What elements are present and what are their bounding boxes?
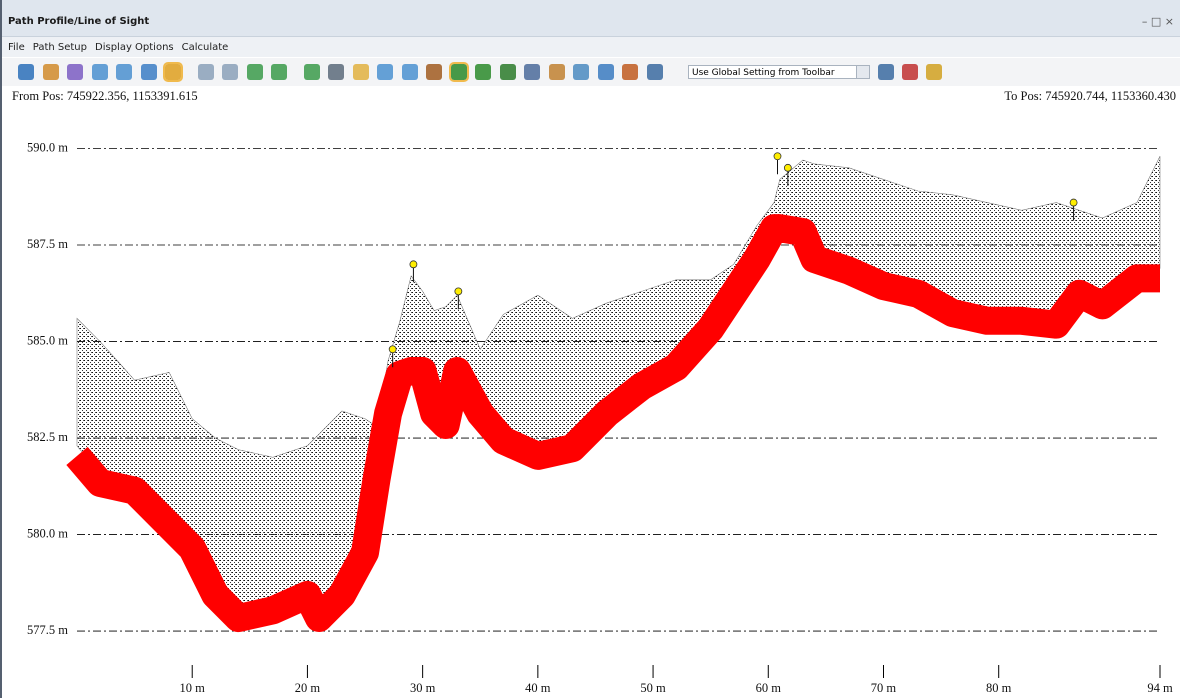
toolbar-icon[interactable] (426, 64, 442, 80)
toolbar-icon[interactable] (878, 64, 894, 80)
y-tick-label: 582.5 m (27, 430, 68, 444)
menu-item[interactable]: Path Setup (32, 42, 87, 53)
x-tick-label: 20 m (295, 681, 321, 695)
toolbar-icon[interactable] (42, 64, 59, 80)
dropdown[interactable]: Use Global Setting from Toolbar (688, 65, 870, 79)
x-tick-label: 94 m (1147, 681, 1173, 695)
marker-point (783, 163, 792, 172)
canopy-area (76, 156, 1161, 609)
window-title: Path Profile/Line of Sight (8, 16, 150, 27)
toolbar-icon[interactable] (18, 64, 34, 80)
x-tick-label: 60 m (756, 681, 782, 695)
x-tick-label: 50 m (640, 681, 666, 695)
toolbar-icon[interactable] (448, 62, 469, 82)
toolbar-icon[interactable] (328, 64, 344, 80)
toolbar-icon[interactable] (163, 62, 183, 82)
toolbar-icon[interactable] (622, 64, 638, 80)
toolbar-icon[interactable] (271, 64, 287, 80)
x-tick-label: 30 m (410, 681, 436, 695)
menu-item[interactable]: Display Options (95, 42, 174, 53)
window-border (0, 0, 2, 698)
toolbar-icon[interactable] (573, 64, 589, 80)
toolbar-icon[interactable] (246, 64, 263, 80)
toolbar-icon[interactable] (499, 64, 516, 80)
toolbar: Use Global Setting from Toolbar (0, 58, 1180, 86)
menu-bar: File Path Setup Display Options Calculate (0, 37, 1180, 57)
from-position: From Pos: 745922.356, 1153391.615 (12, 89, 198, 103)
x-tick-label: 10 m (180, 681, 206, 695)
marker-point (1069, 198, 1078, 207)
x-tick-label: 40 m (525, 681, 551, 695)
toolbar-icon[interactable] (524, 64, 540, 80)
marker-point (409, 260, 418, 269)
to-position: To Pos: 745920.744, 1153360.430 (1004, 89, 1176, 103)
y-tick-label: 587.5 m (27, 237, 68, 251)
dropdown-arrow[interactable] (856, 66, 869, 78)
toolbar-icon[interactable] (116, 64, 132, 80)
toolbar-icon[interactable] (140, 64, 157, 80)
dropdown-text: Use Global Setting from Toolbar (692, 68, 835, 78)
toolbar-icon[interactable] (303, 64, 320, 80)
ground-profile (66, 214, 1160, 633)
marker-point (454, 287, 463, 296)
title-bar: Path Profile/Line of Sight – □ × (0, 0, 1180, 37)
menu-item[interactable]: Calculate (181, 42, 229, 53)
y-tick-label: 580.0 m (27, 526, 68, 540)
toolbar-icon[interactable] (902, 64, 918, 80)
menu-item[interactable]: File (8, 42, 25, 53)
toolbar-icon[interactable] (91, 64, 108, 80)
toolbar-icon[interactable] (926, 64, 942, 80)
toolbar-icon[interactable] (401, 64, 418, 80)
y-tick-label: 590.0 m (27, 140, 68, 154)
marker-point (388, 345, 397, 354)
toolbar-icon[interactable] (197, 64, 214, 80)
toolbar-icon[interactable] (352, 64, 369, 80)
window-buttons[interactable]: – □ × (1141, 15, 1174, 28)
toolbar-icon[interactable] (222, 64, 238, 80)
toolbar-icon[interactable] (597, 64, 614, 80)
y-tick-label: 577.5 m (27, 623, 68, 637)
x-tick-label: 80 m (986, 681, 1012, 695)
toolbar-icon[interactable] (646, 64, 663, 80)
toolbar-icon[interactable] (377, 64, 393, 80)
toolbar-icon[interactable] (67, 64, 83, 80)
toolbar-icon[interactable] (475, 64, 491, 80)
marker-point (773, 152, 782, 161)
x-tick-label: 70 m (871, 681, 897, 695)
y-tick-label: 585.0 m (27, 333, 68, 347)
toolbar-icon[interactable] (548, 64, 565, 80)
